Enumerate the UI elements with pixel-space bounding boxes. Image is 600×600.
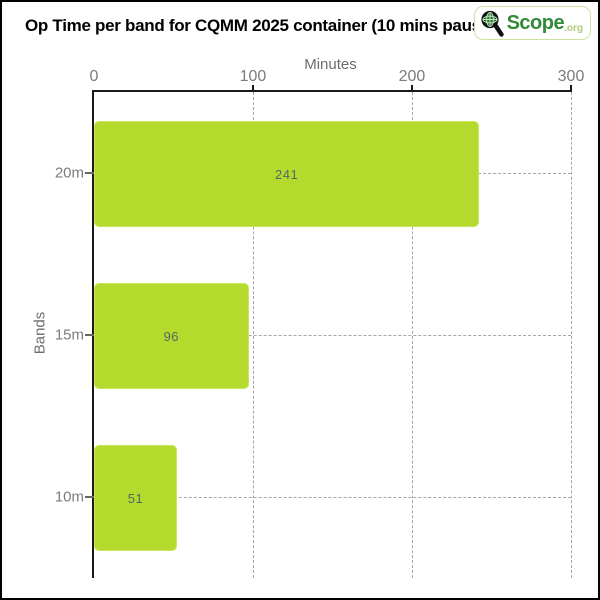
bar: 241 bbox=[94, 121, 480, 227]
y-tick-mark bbox=[85, 496, 94, 498]
y-tick-label: 10m bbox=[54, 488, 84, 506]
h-gridline bbox=[94, 497, 571, 498]
y-tick-mark bbox=[85, 172, 94, 174]
bar-value-label: 51 bbox=[127, 490, 144, 506]
qscope-logo: Scope .org bbox=[473, 6, 591, 40]
x-axis-title: Minutes bbox=[304, 56, 357, 73]
x-tick-label: 100 bbox=[239, 68, 267, 85]
logo-scope-text: Scope bbox=[506, 11, 565, 34]
bar-value-label: 241 bbox=[274, 166, 299, 182]
v-gridline bbox=[571, 92, 572, 578]
magnifier-globe-icon bbox=[480, 10, 504, 37]
y-tick-mark bbox=[85, 334, 94, 336]
x-tick-mark bbox=[251, 85, 254, 92]
bar-value-label: 96 bbox=[163, 328, 180, 344]
y-tick-label: 20m bbox=[54, 164, 84, 182]
x-tick-mark bbox=[410, 85, 413, 92]
y-tick-label: 15m bbox=[54, 326, 84, 344]
logo-org-text: .org bbox=[564, 23, 583, 34]
x-tick-label: 0 bbox=[89, 68, 99, 85]
bar: 96 bbox=[94, 283, 249, 389]
y-axis-title: Bands bbox=[31, 311, 49, 355]
x-tick-label: 300 bbox=[557, 68, 585, 85]
chart-title: Op Time per band for CQMM 2025 container… bbox=[25, 16, 509, 35]
h-gridline bbox=[94, 335, 571, 336]
x-tick-mark bbox=[570, 85, 572, 92]
plot-area: 0 100 200 300 241 20m 96 15m 51 10m bbox=[55, 68, 584, 578]
bar: 51 bbox=[94, 445, 178, 551]
x-tick-label: 200 bbox=[398, 68, 426, 85]
